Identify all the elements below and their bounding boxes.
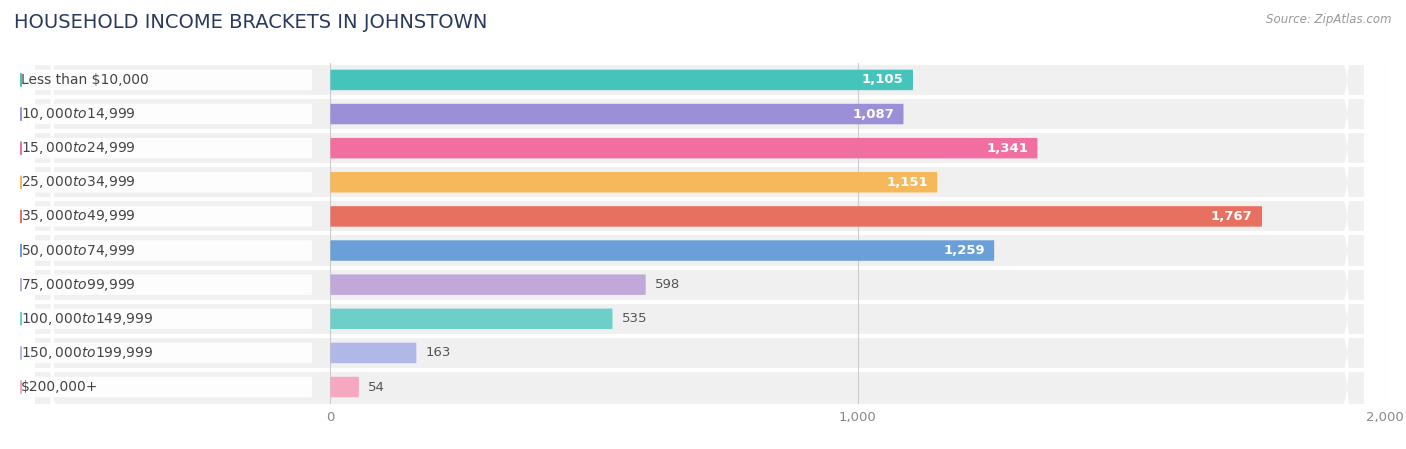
Text: $150,000 to $199,999: $150,000 to $199,999 (21, 345, 153, 361)
FancyBboxPatch shape (330, 206, 1263, 227)
Text: $35,000 to $49,999: $35,000 to $49,999 (21, 208, 136, 224)
FancyBboxPatch shape (35, 0, 1364, 449)
Text: Source: ZipAtlas.com: Source: ZipAtlas.com (1267, 13, 1392, 26)
FancyBboxPatch shape (17, 172, 312, 193)
FancyBboxPatch shape (330, 274, 645, 295)
FancyBboxPatch shape (330, 70, 912, 90)
FancyBboxPatch shape (35, 0, 1364, 449)
FancyBboxPatch shape (17, 138, 312, 158)
FancyBboxPatch shape (330, 240, 994, 261)
Text: Less than $10,000: Less than $10,000 (21, 73, 149, 87)
Text: 1,151: 1,151 (886, 176, 928, 189)
FancyBboxPatch shape (330, 377, 359, 397)
FancyBboxPatch shape (330, 343, 416, 363)
FancyBboxPatch shape (330, 308, 613, 329)
Text: 54: 54 (368, 381, 385, 393)
Text: $50,000 to $74,999: $50,000 to $74,999 (21, 242, 136, 259)
Text: $10,000 to $14,999: $10,000 to $14,999 (21, 106, 136, 122)
Text: $75,000 to $99,999: $75,000 to $99,999 (21, 277, 136, 293)
FancyBboxPatch shape (35, 0, 1364, 449)
Text: 1,767: 1,767 (1211, 210, 1253, 223)
Text: 598: 598 (655, 278, 681, 291)
FancyBboxPatch shape (35, 0, 1364, 449)
Text: $25,000 to $34,999: $25,000 to $34,999 (21, 174, 136, 190)
FancyBboxPatch shape (17, 104, 312, 124)
FancyBboxPatch shape (35, 0, 1364, 449)
FancyBboxPatch shape (330, 104, 904, 124)
FancyBboxPatch shape (35, 0, 1364, 449)
Text: 1,105: 1,105 (862, 74, 904, 86)
Text: 1,087: 1,087 (852, 108, 894, 120)
FancyBboxPatch shape (17, 343, 312, 363)
FancyBboxPatch shape (17, 308, 312, 329)
Text: $200,000+: $200,000+ (21, 380, 98, 394)
FancyBboxPatch shape (330, 138, 1038, 158)
FancyBboxPatch shape (35, 0, 1364, 449)
FancyBboxPatch shape (17, 377, 312, 397)
Text: HOUSEHOLD INCOME BRACKETS IN JOHNSTOWN: HOUSEHOLD INCOME BRACKETS IN JOHNSTOWN (14, 13, 488, 32)
FancyBboxPatch shape (17, 240, 312, 261)
FancyBboxPatch shape (17, 206, 312, 227)
Text: 1,259: 1,259 (943, 244, 984, 257)
FancyBboxPatch shape (35, 0, 1364, 449)
Text: 1,341: 1,341 (986, 142, 1028, 154)
Text: 163: 163 (426, 347, 451, 359)
FancyBboxPatch shape (17, 274, 312, 295)
FancyBboxPatch shape (17, 70, 312, 90)
FancyBboxPatch shape (35, 0, 1364, 449)
FancyBboxPatch shape (330, 172, 938, 193)
Text: $100,000 to $149,999: $100,000 to $149,999 (21, 311, 153, 327)
Text: $15,000 to $24,999: $15,000 to $24,999 (21, 140, 136, 156)
Text: 535: 535 (621, 313, 648, 325)
FancyBboxPatch shape (35, 0, 1364, 449)
